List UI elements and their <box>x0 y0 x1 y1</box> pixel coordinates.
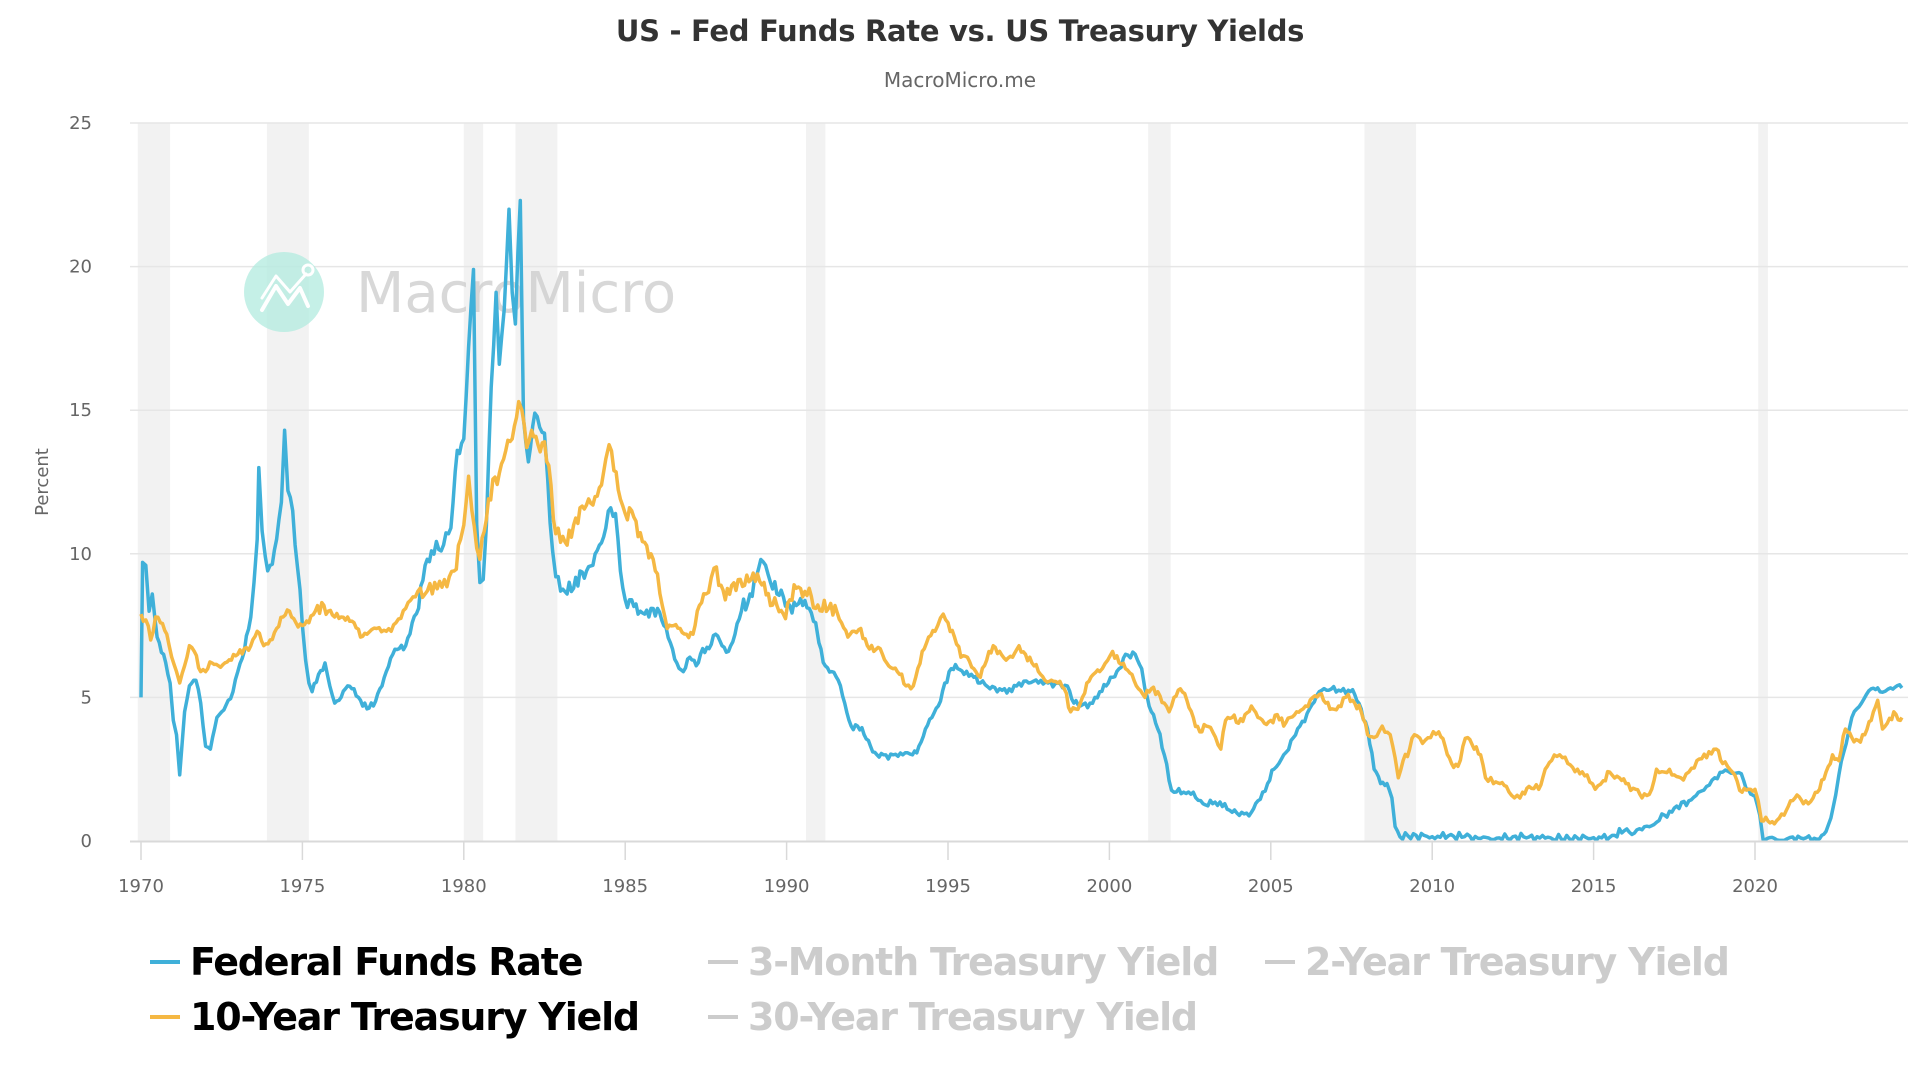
x-tick-label: 2020 <box>1732 876 1778 897</box>
legend-label: 3-Month Treasury Yield <box>748 940 1219 984</box>
x-tick-label: 2000 <box>1086 876 1132 897</box>
y-tick-label: 25 <box>69 113 92 134</box>
line-chart: MacroMicro 1970 1975 1980 1985 1990 1995 2000 2… <box>32 113 1908 897</box>
legend-item-3-month-treasury-yield[interactable]: 3-Month Treasury Yield <box>708 940 1219 984</box>
legend-label: 2-Year Treasury Yield <box>1305 940 1730 984</box>
y-tick-label: 10 <box>69 544 92 565</box>
watermark-logo-chart-line <box>260 284 310 312</box>
recession-band <box>463 123 484 841</box>
x-tick-label: 2005 <box>1248 876 1294 897</box>
series-lines <box>139 198 1904 843</box>
recession-bands <box>137 123 1768 841</box>
y-tick-label: 5 <box>81 687 92 708</box>
legend-swatch-icon <box>150 1015 180 1019</box>
chart-subtitle: MacroMicro.me <box>883 68 1037 92</box>
legend-label: 10-Year Treasury Yield <box>190 995 640 1039</box>
y-gridlines <box>130 122 1908 699</box>
y-axis-title: Percent <box>32 448 53 516</box>
legend-item-30-year-treasury-yield[interactable]: 30-Year Treasury Yield <box>708 995 1198 1039</box>
y-axis: 0 5 10 15 20 25 <box>69 113 92 852</box>
x-tick-label: 1995 <box>925 876 971 897</box>
watermark-logo-dot <box>301 263 315 277</box>
legend-item-2-year-treasury-yield[interactable]: 2-Year Treasury Yield <box>1265 940 1730 984</box>
series-line-10-year-treasury-yield <box>139 399 1904 826</box>
recession-band <box>1758 123 1768 841</box>
legend-label: 30-Year Treasury Yield <box>748 995 1198 1039</box>
watermark-logo-chart-line-2 <box>260 272 308 300</box>
legend-item-federal-funds-rate[interactable]: Federal Funds Rate <box>150 940 583 984</box>
y-tick-label: 0 <box>81 831 92 852</box>
y-tick-label: 20 <box>69 257 92 278</box>
watermark: MacroMicro <box>244 252 676 332</box>
recession-band <box>137 123 171 841</box>
legend-swatch-icon <box>1265 960 1295 964</box>
legend-item-10-year-treasury-yield[interactable]: 10-Year Treasury Yield <box>150 995 640 1039</box>
x-tick-label: 2010 <box>1409 876 1455 897</box>
legend-swatch-icon <box>150 960 180 964</box>
watermark-logo-icon <box>244 252 324 332</box>
legend-label: Federal Funds Rate <box>190 940 583 984</box>
x-tick-label: 1990 <box>764 876 810 897</box>
x-axis: 1970 1975 1980 1985 1990 1995 2000 2005 2010 2015… <box>118 840 1908 897</box>
series-line-federal-funds-rate <box>139 198 1904 843</box>
y-tick-label: 15 <box>69 400 92 421</box>
x-tick-label: 1975 <box>279 876 325 897</box>
x-tick-label: 1980 <box>441 876 487 897</box>
recession-band <box>1364 123 1417 841</box>
x-tick-label: 1970 <box>118 876 164 897</box>
recession-band <box>1148 123 1171 841</box>
legend-swatch-icon <box>708 1015 738 1019</box>
x-tick-label: 2015 <box>1571 876 1617 897</box>
x-tick-label: 1985 <box>602 876 648 897</box>
recession-band <box>805 123 826 841</box>
chart-title: US - Fed Funds Rate vs. US Treasury Yiel… <box>615 14 1305 48</box>
legend-swatch-icon <box>708 960 738 964</box>
